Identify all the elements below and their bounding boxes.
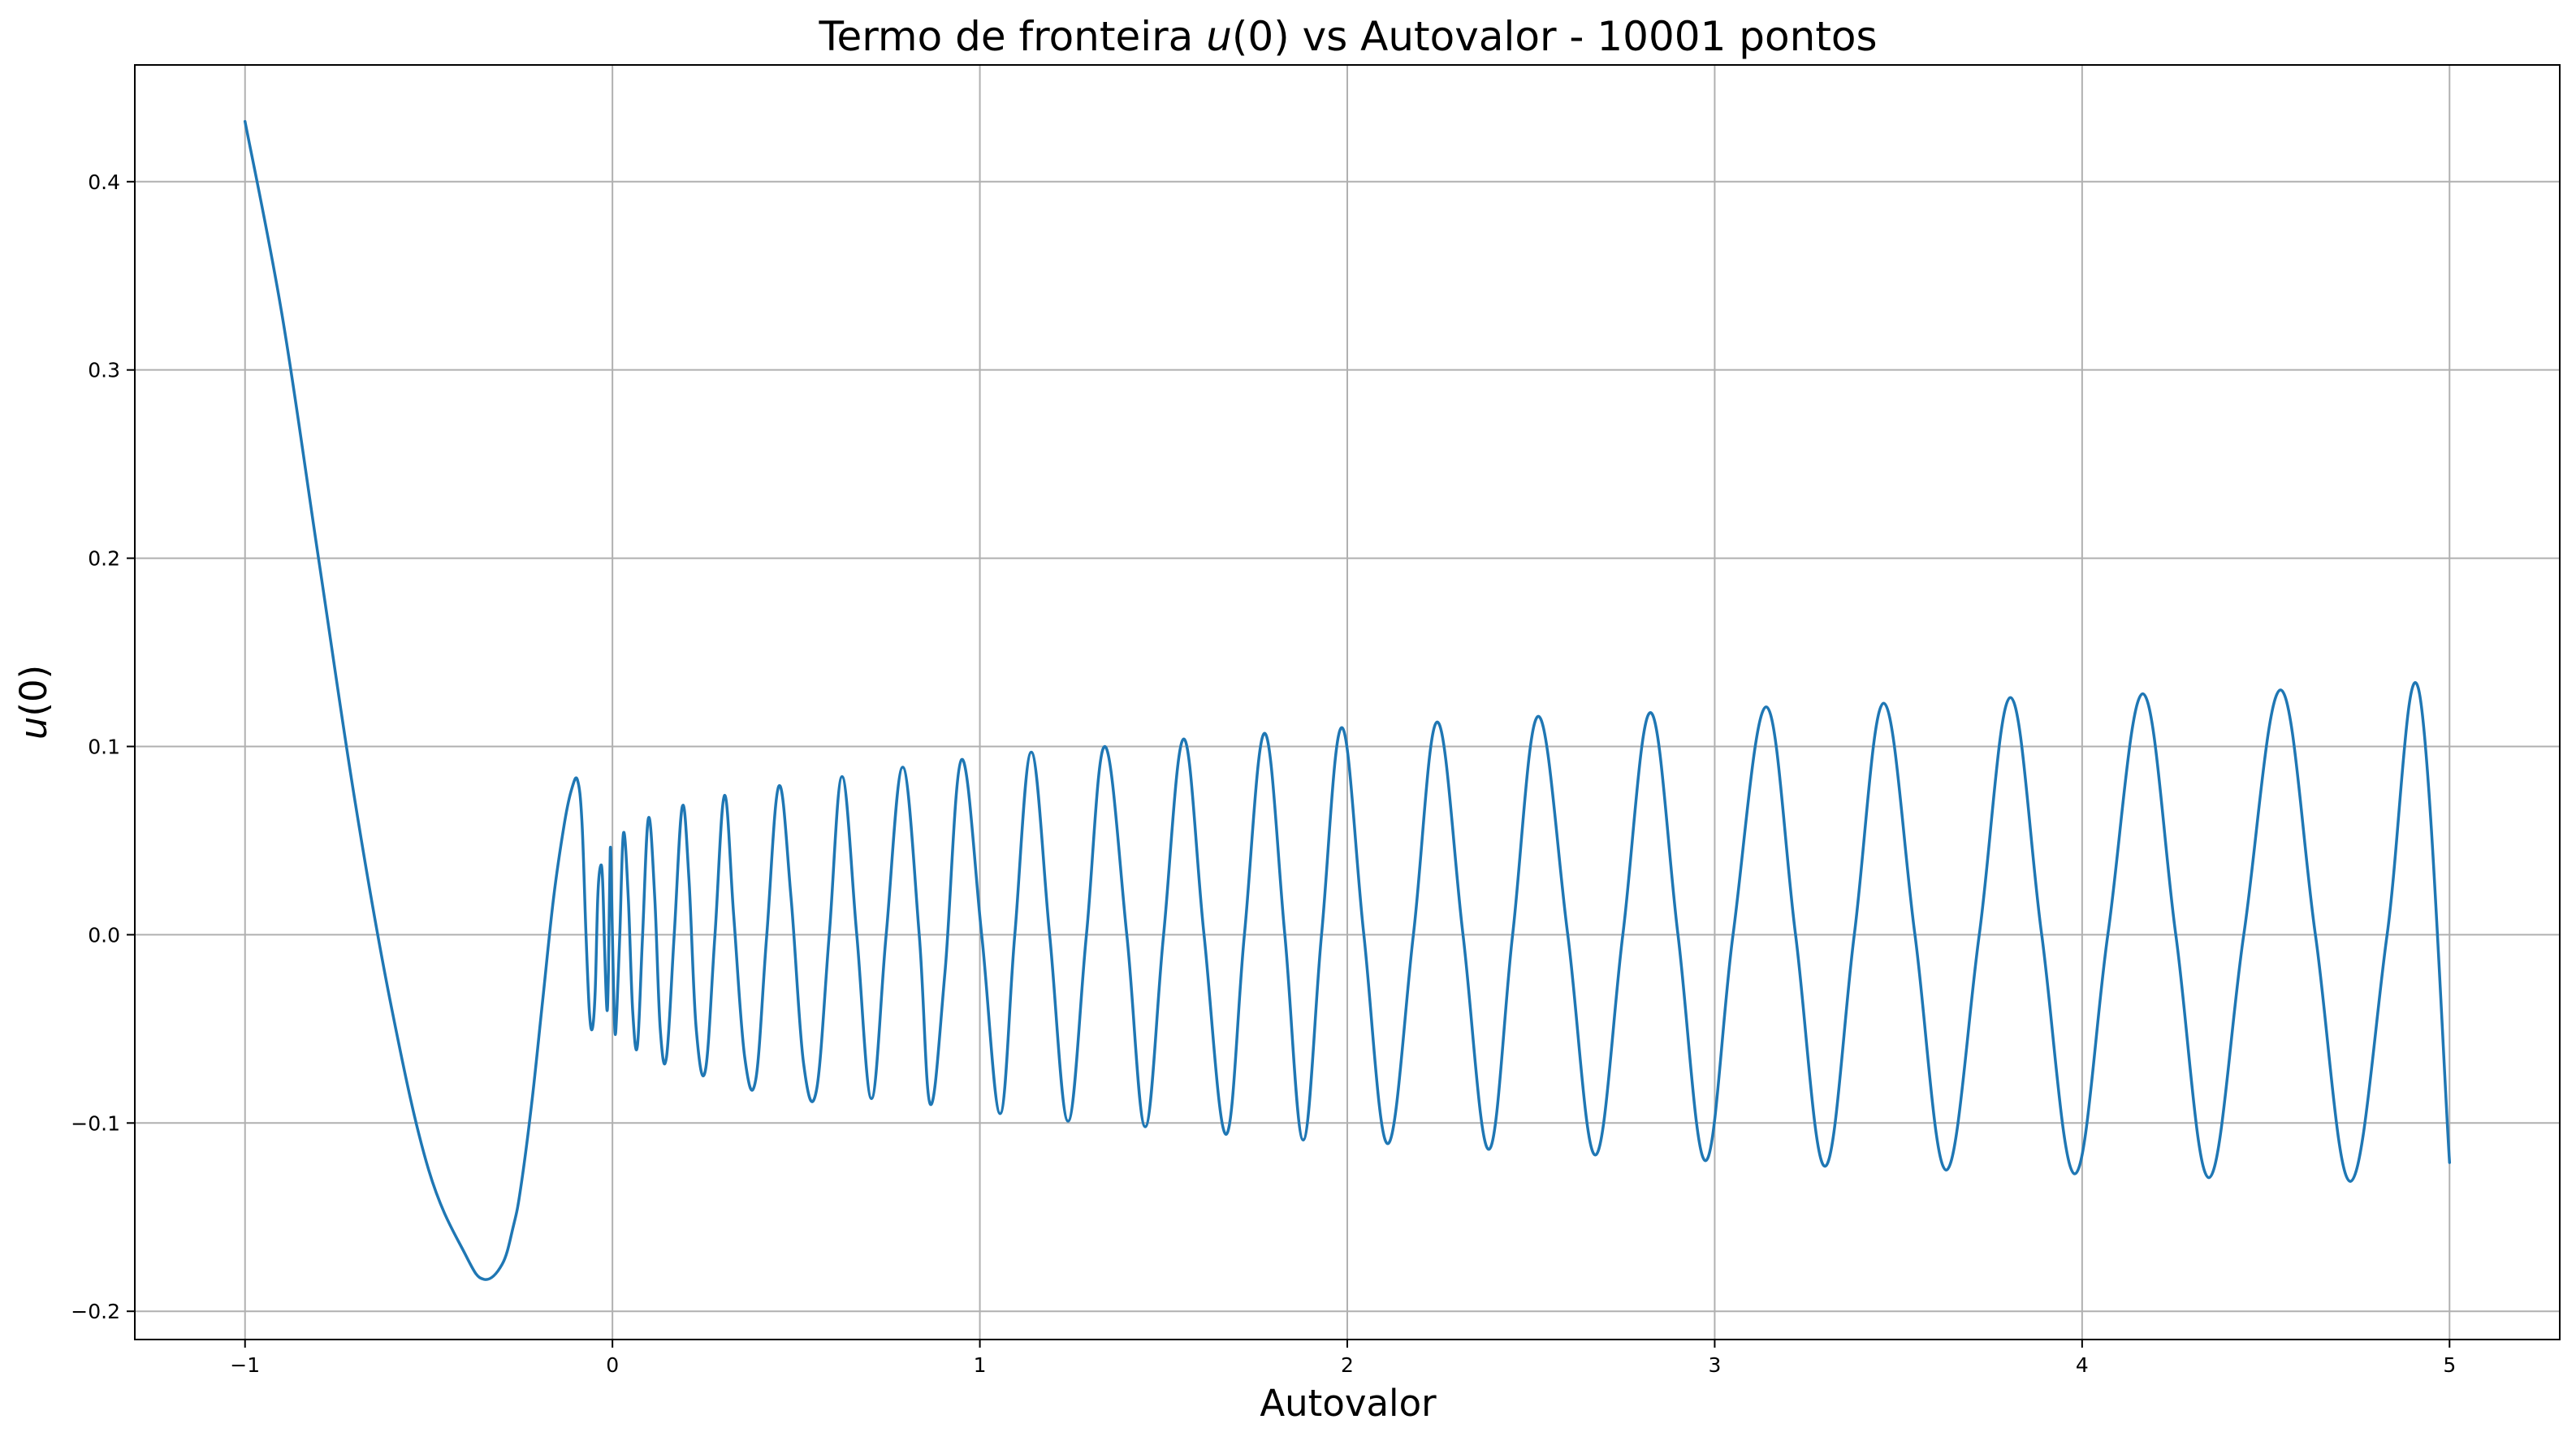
- grid: [135, 65, 2560, 1340]
- axis-ticks: −1 0 1 2 3 4 5 −0.2 −0.1 0.0 0.1 0.2 0.3 0.4: [71, 170, 2456, 1377]
- plot-frame: [134, 64, 2561, 1340]
- series-line: [243, 119, 2452, 1281]
- y-tick-label: 0.1: [88, 735, 120, 758]
- series-layer: [243, 119, 2452, 1281]
- x-axis-label: Autovalor: [1260, 1382, 1437, 1425]
- y-tick-label: 0.3: [88, 359, 120, 382]
- y-tick-label: 0.2: [88, 547, 120, 571]
- x-tick-label: 3: [1708, 1353, 1721, 1377]
- y-tick-label: 0.4: [88, 170, 120, 194]
- x-tick-label: 0: [606, 1353, 619, 1377]
- x-tick-label: 5: [2443, 1353, 2456, 1377]
- chart-title: Termo de fronteira u(0) vs Autovalor - 1…: [818, 13, 1877, 60]
- y-tick-label: −0.1: [71, 1111, 120, 1135]
- x-tick-label: 4: [2076, 1353, 2089, 1377]
- y-axis-label: u(0): [12, 665, 55, 740]
- x-tick-label: −1: [230, 1353, 260, 1377]
- x-tick-label: 1: [974, 1353, 987, 1377]
- x-tick-label: 2: [1341, 1353, 1354, 1377]
- y-tick-label: −0.2: [71, 1300, 120, 1323]
- y-tick-label: 0.0: [88, 923, 120, 947]
